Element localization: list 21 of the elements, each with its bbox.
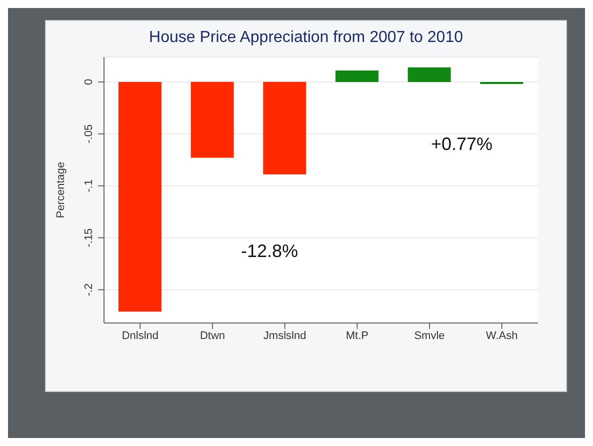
- bar: [263, 82, 306, 174]
- y-tick-label: -.05: [83, 124, 95, 144]
- annotation: +0.77%: [431, 134, 493, 155]
- bar: [190, 82, 234, 158]
- x-tick-label: Mt.P: [346, 330, 368, 342]
- y-tick-label: -.2: [83, 283, 95, 296]
- x-tick-label: W.Ash: [486, 330, 518, 342]
- annotation: -12.8%: [241, 241, 298, 262]
- x-tick-label: Smvle: [414, 330, 445, 342]
- bar: [480, 82, 524, 84]
- y-axis-title: Percentage: [54, 162, 67, 218]
- x-tick-label: Jmslslnd: [263, 330, 306, 342]
- x-tick-label: Dnlslnd: [122, 330, 159, 342]
- bar: [335, 70, 378, 82]
- y-tick-label: -.15: [83, 228, 95, 248]
- y-tick-label: 0: [83, 78, 95, 85]
- chart-title: House Price Appreciation from 2007 to 2010: [148, 29, 464, 47]
- x-tick-label: Dtwn: [200, 330, 226, 342]
- bar: [408, 67, 451, 82]
- bar: [118, 82, 162, 312]
- y-tick-label: -.1: [83, 179, 95, 192]
